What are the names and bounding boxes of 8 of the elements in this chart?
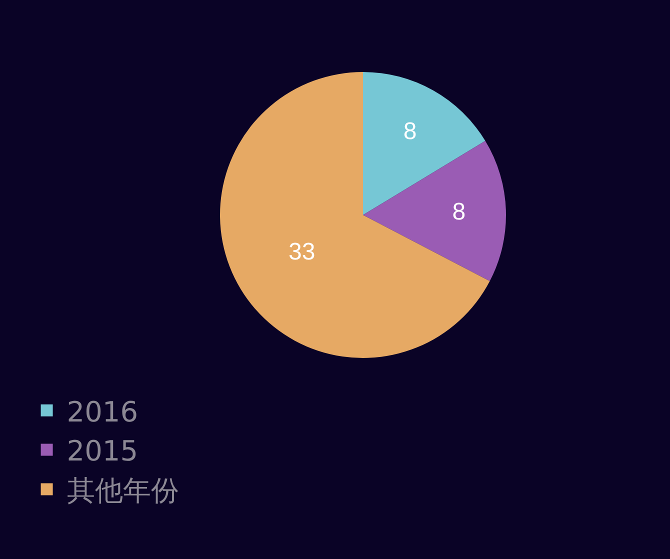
data-label: 8 — [452, 198, 466, 226]
legend-label: 其他年份 — [66, 474, 179, 508]
data-label: 33 — [288, 238, 316, 266]
legend-label: 2016 — [66, 395, 138, 428]
data-label: 8 — [403, 118, 417, 145]
legend-label: 2015 — [66, 434, 138, 468]
pie-slice — [220, 72, 490, 358]
pie-slice — [363, 140, 506, 282]
